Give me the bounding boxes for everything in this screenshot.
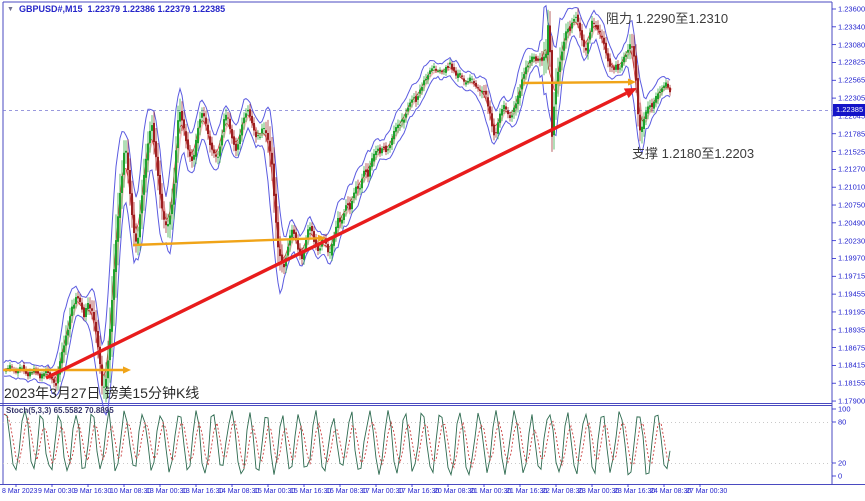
ohlc-readout: 1.22379 1.22386 1.22379 1.22385 — [87, 4, 226, 14]
chevron-down-icon[interactable]: ▼ — [7, 5, 14, 13]
time-axis-label: 23 Mar 16:30 — [614, 488, 656, 495]
time-axis-label: 13 Mar 16:30 — [182, 488, 224, 495]
time-axis-label: 17 Mar 16:30 — [398, 488, 440, 495]
price-axis-label: 1.18155 — [838, 378, 865, 388]
price-axis-label: 1.23600 — [838, 4, 865, 14]
uptrend-line[interactable] — [45, 91, 627, 380]
price-axis-label: 1.22825 — [838, 57, 865, 67]
stoch-axis-label: 20 — [838, 458, 847, 468]
price-axis-label: 1.20490 — [838, 218, 865, 228]
price-axis-label: 1.20230 — [838, 236, 865, 246]
price-axis-label: 1.21525 — [838, 147, 865, 157]
stochastic-label: Stoch(5,3,3) 65.5582 70.8895 — [6, 406, 114, 415]
support-arrow-mid[interactable] — [132, 237, 319, 247]
time-axis-label: 10 Mar 08:30 — [110, 488, 152, 495]
price-axis-label: 1.21270 — [838, 164, 865, 174]
price-axis-label: 1.18675 — [838, 343, 865, 353]
stochastic-values: 65.5582 70.8895 — [53, 406, 114, 415]
time-axis-label: 21 Mar 00:30 — [470, 488, 512, 495]
price-axis-label: 1.22565 — [838, 75, 865, 85]
symbol-name: GBPUSD#,M15 — [18, 4, 83, 14]
time-axis-label: 15 Mar 00:30 — [254, 488, 296, 495]
time-axis-label: 16 Mar 08:30 — [326, 488, 368, 495]
price-axis-label: 1.18415 — [838, 360, 865, 370]
time-axis-label: 20 Mar 08:30 — [434, 488, 476, 495]
price-axis-label: 1.23080 — [838, 40, 865, 50]
time-axis-label: 24 Mar 08:30 — [650, 488, 692, 495]
current-price-value: 1.22385 — [836, 105, 864, 114]
date-caption: 2023年3月27日 镑美15分钟K线 — [4, 385, 200, 401]
price-axis-label: 1.19455 — [838, 289, 865, 299]
resistance-annotation: 阻力 1.2290至1.2310 — [606, 11, 729, 26]
symbol-header[interactable]: ▼ GBPUSD#,M15 1.22379 1.22386 1.22379 1.… — [7, 4, 225, 14]
time-axis-label: 23 Mar 00:30 — [578, 488, 620, 495]
time-axis-label: 14 Mar 08:30 — [218, 488, 260, 495]
time-axis-label: 21 Mar 16:30 — [506, 488, 548, 495]
time-axis-label: 8 Mar 2023 — [2, 488, 38, 495]
resistance-arrow[interactable] — [522, 80, 629, 85]
support-annotation: 支撑 1.2180至1.2203 — [632, 146, 755, 161]
price-axis-label: 1.21010 — [838, 182, 865, 192]
time-axis-label: 13 Mar 00:30 — [146, 488, 188, 495]
price-axis-label: 1.21785 — [838, 129, 865, 139]
current-price-box: 1.22385 — [833, 104, 865, 116]
stoch-axis-label: 80 — [838, 417, 847, 427]
time-axis-label: 9 Mar 00:30 — [38, 488, 76, 495]
support-arrow-low-head — [123, 366, 131, 374]
price-axis-label: 1.20750 — [838, 200, 865, 210]
price-axis-label: 1.19195 — [838, 307, 865, 317]
time-axis-label: 27 Mar 00:30 — [686, 488, 728, 495]
price-axis-label: 1.19715 — [838, 271, 865, 281]
time-axis-label: 15 Mar 16:30 — [290, 488, 332, 495]
support-arrow-mid-head — [317, 234, 326, 242]
price-axis-label: 1.18935 — [838, 325, 865, 335]
stochastic-name: Stoch(5,3,3) — [6, 406, 52, 415]
stoch-axis-label: 0 — [838, 471, 843, 481]
price-axis-label: 1.17900 — [838, 396, 865, 406]
price-axis-label: 1.19970 — [838, 253, 865, 263]
stoch-axis-label: 100 — [838, 404, 851, 414]
time-axis-label: 17 Mar 00:30 — [362, 488, 404, 495]
price-axis-label: 1.23340 — [838, 22, 865, 32]
price-axis-label: 1.22305 — [838, 93, 865, 103]
resistance-arrow-head — [627, 78, 636, 86]
time-axis-label: 22 Mar 08:30 — [542, 488, 584, 495]
uptrend-line-head — [623, 88, 637, 99]
time-axis-label: 9 Mar 16:30 — [74, 488, 112, 495]
